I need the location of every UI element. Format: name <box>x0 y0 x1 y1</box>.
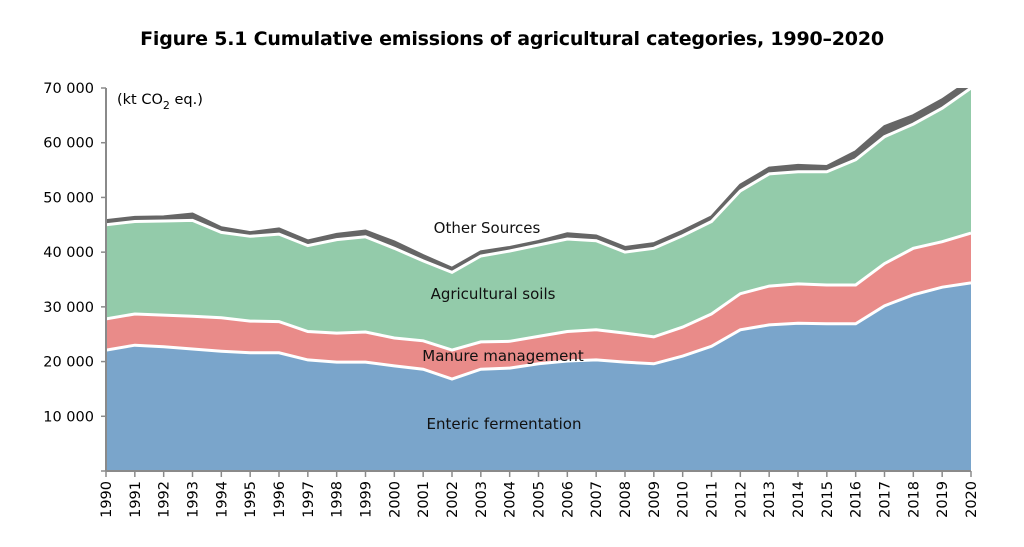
x-tick-label: 2009 <box>647 481 663 518</box>
x-tick-label: 2019 <box>935 481 951 518</box>
series-label-enteric-fermentation: Enteric fermentation <box>426 415 581 433</box>
x-tick-label: 1994 <box>214 481 230 518</box>
area-agricultural-soils <box>106 88 971 351</box>
x-tick-label: 2016 <box>849 481 865 518</box>
y-tick-label: 30 000 <box>43 300 94 316</box>
boundary-line-3 <box>106 88 971 275</box>
series-label-other-sources: Other Sources <box>434 219 541 237</box>
boundary-line-2 <box>106 231 971 352</box>
x-tick-label: 2020 <box>964 481 980 518</box>
x-tick-label: 1999 <box>359 481 375 518</box>
x-tick-label: 1992 <box>157 481 173 518</box>
labels-layer: (kt CO2 eq.) Enteric fermentation Manure m… <box>117 92 584 433</box>
y-tick-label: 70 000 <box>43 81 94 97</box>
y-tick-label: 40 000 <box>43 245 94 261</box>
boundary-line-1 <box>106 281 971 381</box>
x-tick-label: 2011 <box>705 481 721 518</box>
x-tick-label: 2017 <box>878 481 894 518</box>
x-tick-label: 2012 <box>733 481 749 518</box>
x-tick-label: 1996 <box>272 481 288 518</box>
axes-layer: 10 000 20 000 30 000 40 000 50 000 60 000 70 0… <box>43 81 980 518</box>
y-tick-label: 50 000 <box>43 190 94 206</box>
areas-layer <box>106 88 971 471</box>
series-label-manure-management: Manure management <box>422 347 584 365</box>
x-tick-label: 1991 <box>128 481 144 518</box>
x-tick-label: 2001 <box>416 481 432 518</box>
x-tick-label: 1998 <box>330 481 346 518</box>
x-tick-label: 2006 <box>560 481 576 518</box>
x-tick-label: 2003 <box>474 481 490 518</box>
y-tick-label: 10 000 <box>43 409 94 425</box>
area-enteric-fermentation <box>106 282 971 471</box>
x-tick-label: 1997 <box>301 481 317 518</box>
x-tick-label: 2004 <box>503 481 519 518</box>
x-tick-label: 1993 <box>186 481 202 518</box>
x-tick-label: 1995 <box>243 481 259 518</box>
x-tick-label: 2007 <box>589 481 605 518</box>
x-tick-label: 1990 <box>99 481 115 518</box>
x-tick-label: 2005 <box>532 481 548 518</box>
x-tick-label: 2014 <box>791 481 807 518</box>
y-tick-label: 20 000 <box>43 355 94 371</box>
unit-label: (kt CO2 eq.) <box>117 92 203 112</box>
x-tick-label: 2018 <box>906 481 922 518</box>
x-tick-label: 2008 <box>618 481 634 518</box>
x-tick-label: 2013 <box>762 481 778 518</box>
x-tick-label: 2000 <box>387 481 403 518</box>
x-tick-label: 2002 <box>445 481 461 518</box>
chart-title: Figure 5.1 Cumulative emissions of agric… <box>140 28 884 50</box>
boundary-line-4 <box>106 88 962 270</box>
x-tick-label: 2010 <box>676 481 692 518</box>
series-label-agricultural-soils: Agricultural soils <box>431 285 556 303</box>
x-tick-label: 2015 <box>820 481 836 518</box>
area-manure-management <box>106 233 971 380</box>
y-tick-label: 60 000 <box>43 136 94 152</box>
